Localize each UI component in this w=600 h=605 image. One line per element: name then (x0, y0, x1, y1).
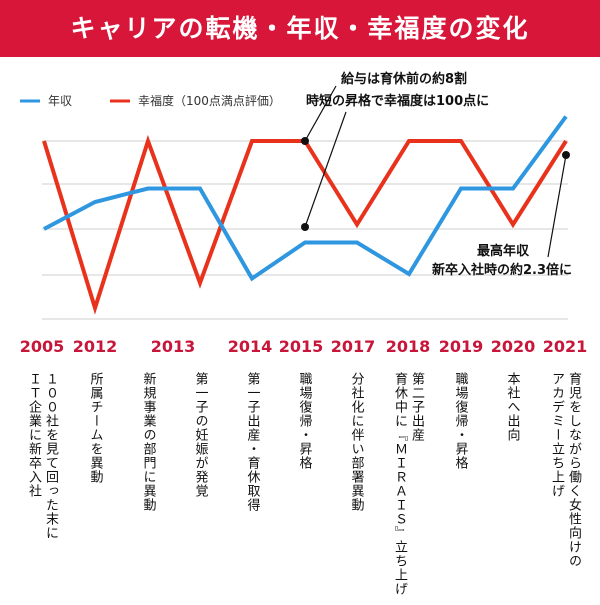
annotation-2-line-1: 最高年収 (477, 243, 530, 259)
annotation-marker-1b (301, 223, 309, 231)
year-label-2019: 2019 (438, 337, 484, 356)
year-label-2020: 2020 (490, 337, 536, 356)
annotation-marker-2 (562, 151, 570, 159)
year-label-2014: 2014 (227, 337, 273, 356)
year-label-2012: 2012 (72, 337, 118, 356)
year-label-2018: 2018 (385, 337, 431, 356)
year-label-2013: 2013 (150, 337, 196, 356)
year-label-2015: 2015 (278, 337, 324, 356)
annotation-1-line-1: 給与は育休前の約8割 (341, 71, 467, 87)
annotation-marker-1a (301, 137, 309, 145)
year-label-2021: 2021 (542, 337, 588, 356)
event-text: 第二子出産 育休中に『ＭＩＲＡＩＳ』立ち上げ (392, 372, 424, 596)
year-label-2017: 2017 (330, 337, 376, 356)
legend-label-happiness: 幸福度（100点満点評価） (138, 93, 281, 108)
event-text: 所属チームを異動 (87, 372, 103, 484)
event-text: 第一子出産・育休取得 (244, 372, 260, 512)
legend-label-income: 年収 (48, 94, 72, 108)
event-text: 職場復帰・昇格 (452, 372, 468, 470)
event-text: 本社へ出向 (504, 372, 520, 442)
annotation-2-line-2: 新卒入社時の約2.3倍に (432, 262, 572, 278)
chart-title: キャリアの転機・年収・幸福度の変化 (70, 14, 530, 43)
annotations: 給与は育休前の約8割 時短の昇格で幸福度は100点に 最高年収 新卒入社時の約2… (301, 71, 572, 278)
series-lines (42, 115, 568, 315)
annotation-leader-1a (304, 85, 337, 142)
event-text: 分社化に伴い部署異動 (348, 372, 364, 512)
event-text: 育児をしながら働く女性向けの アカデミー立ち上げ (549, 372, 581, 568)
annotation-leader-1b (304, 111, 347, 228)
annotation-leader-2 (547, 154, 567, 258)
legend: 年収 幸福度（100点満点評価） (20, 93, 281, 108)
event-text: 第一子の妊娠が発覚 (192, 372, 208, 498)
series-line-income (43, 115, 568, 282)
event-text: 職場復帰・昇格 (296, 372, 312, 470)
year-label-2005: 2005 (19, 337, 65, 356)
event-text: 新規事業の部門に異動 (140, 372, 156, 512)
annotation-1-line-2: 時短の昇格で幸福度は100点に (306, 93, 489, 109)
event-text: １００社を見て回った末に ＩＴ企業に新卒入社 (26, 372, 58, 540)
title-banner: キャリアの転機・年収・幸福度の変化 (0, 0, 600, 57)
career-chart: 年収 幸福度（100点満点評価） 給与は育休前の約8割 時短の昇格で幸福度は10… (20, 71, 572, 320)
